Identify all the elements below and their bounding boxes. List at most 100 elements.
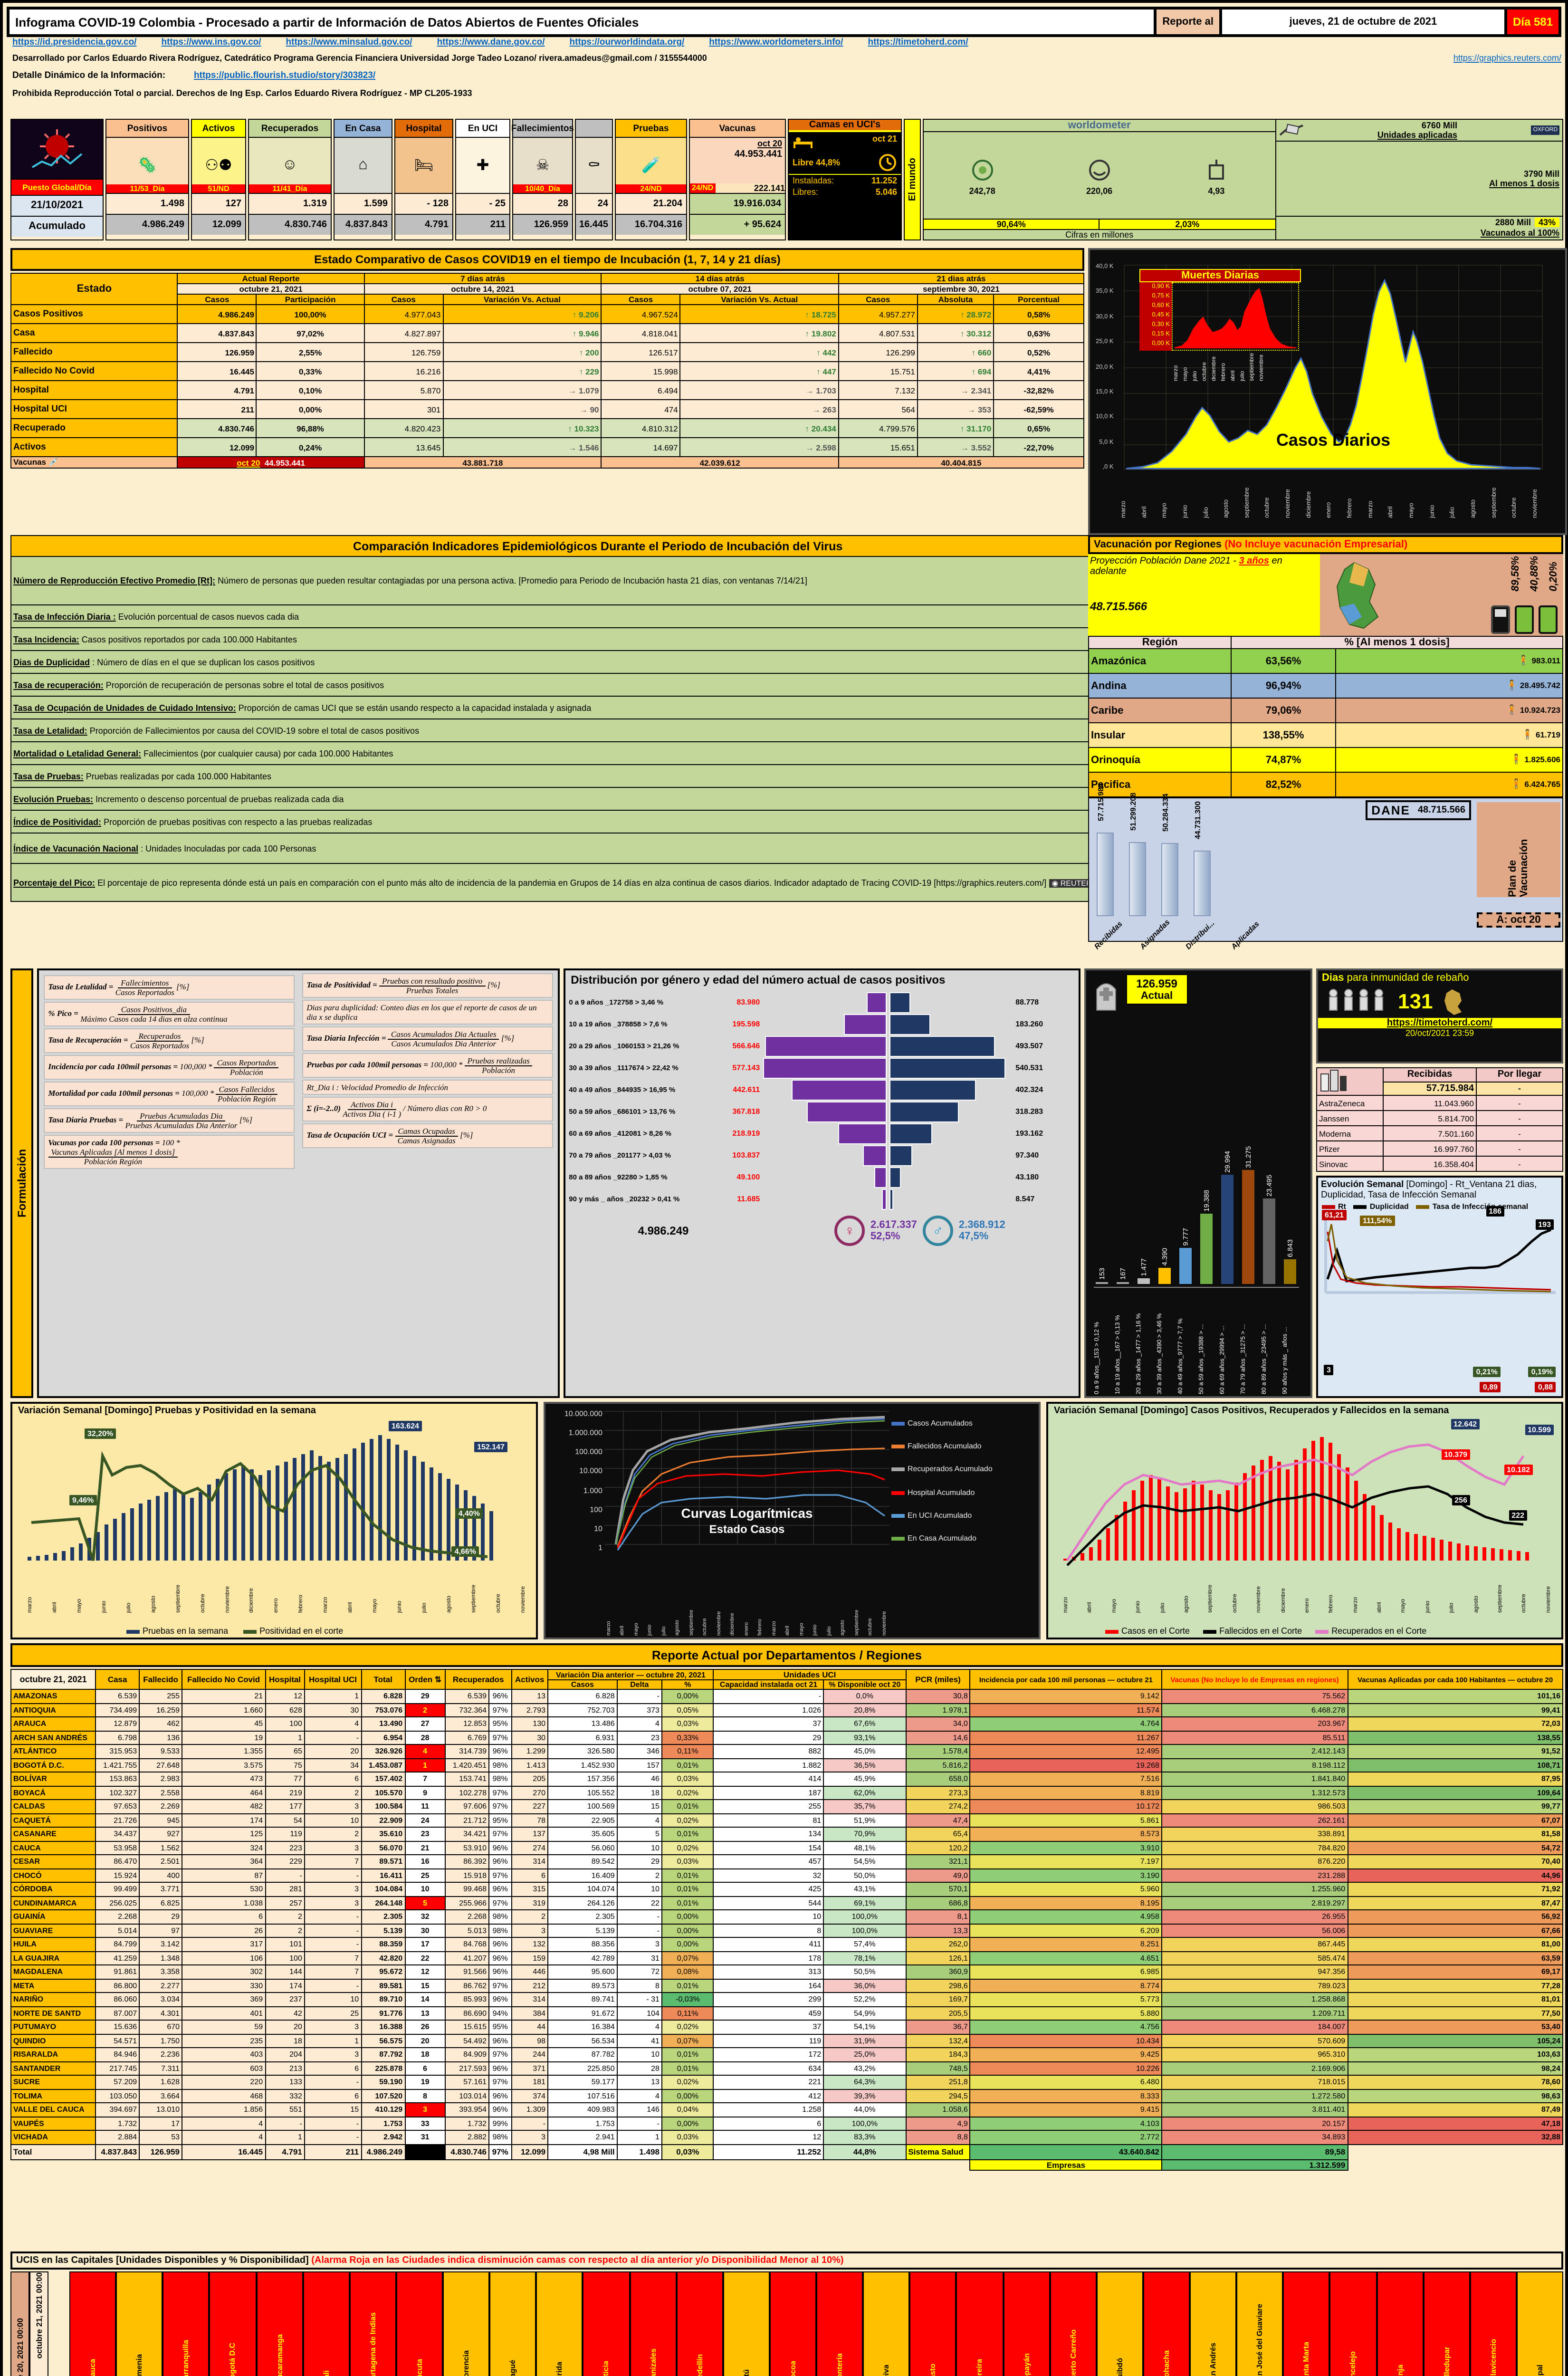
dept-cell: ATLÁNTICO: [10, 1744, 96, 1759]
departamentos-title: Reporte Actual por Departamentos / Regio…: [10, 1643, 1563, 1667]
pyramid-female-value: 195.598: [732, 1020, 760, 1028]
reuters-link[interactable]: https://graphics.reuters.com/: [1453, 53, 1561, 63]
dept-row-valle-del-cauca: VALLE DEL CAUCA 394.697 13.010 1.856 551 15 41…: [10, 2102, 1564, 2117]
evol-ann-rt-end: 3: [1324, 1365, 1334, 1375]
departamentos-table: octubre 21, 2021 Casa Fallecido Fallecido N…: [10, 1669, 1564, 2170]
flourish-link[interactable]: https://public.flourish.studio/story/303…: [194, 70, 376, 81]
comp-cell: 13.645: [363, 437, 444, 457]
dept-cell: 235: [182, 2033, 266, 2048]
casos-month: septiembre: [1491, 487, 1498, 518]
dept-cell: SANTANDER: [10, 2061, 96, 2076]
casos-month: enero: [1326, 502, 1333, 518]
dept-cell: 0,01%: [661, 2061, 714, 2076]
dept-cell: 965.310: [1161, 2047, 1348, 2062]
dept-cell: 204: [265, 2047, 305, 2062]
region-cell: 🧍 6.424.765: [1335, 772, 1563, 797]
dept-row-cesar: CESAR 86.470 2.501 364 229 7 89.571 16 86.392 96%…: [10, 1854, 1564, 1869]
ucis-city-sincelejo: Sincelejo13064%13662%: [1329, 2271, 1377, 2376]
dept-row-la-guajira: LA GUAJIRA 41.259 1.348 106 100 7 42.820 22 41.2…: [10, 1951, 1564, 1965]
pyramid-age-label: 10 a 19 años _378858 > 7,6 %: [569, 1020, 668, 1028]
dept-cell: 3: [304, 1882, 362, 1897]
dept-cell: LA GUAJIRA: [10, 1951, 96, 1965]
death-bar-rect: [1158, 1268, 1171, 1284]
dept-cell: CASANARE: [10, 1827, 96, 1841]
dept-cell: 84.946: [95, 2047, 140, 2062]
dept-cell: -: [304, 1909, 362, 1924]
dept-cell: 4.301: [139, 2006, 183, 2021]
dept-cell: 0,11%: [661, 2006, 714, 2021]
dept-cell: 19: [404, 2075, 446, 2089]
empresas-row: Empresas 1.312.599: [11, 2159, 1563, 2170]
world-full-pct: 43%: [1534, 218, 1559, 227]
ucis-city-valledupar: Valledupar23757%24559%: [1423, 2271, 1470, 2376]
pyramid-male-bar: [889, 1145, 912, 1166]
summary-col-pruebas: Pruebas 🧪 24/ND 21.204 16.704.316: [615, 119, 687, 240]
house-icon: ⌂: [358, 157, 368, 173]
ucis-city-medellín: Medellín11916%11816%: [676, 2271, 723, 2376]
dept-cell: 18: [404, 2047, 446, 2062]
region-cell: Orinoquía: [1088, 747, 1232, 773]
pyramid-row-5: 50 a 59 años _686101 > 13,76 % 367.818 318…: [569, 1101, 1074, 1122]
region-cell: Caribe: [1088, 698, 1232, 723]
ucis-city-name: Armenia: [135, 2354, 144, 2376]
death-bar-value: 4.390: [1160, 1248, 1169, 1266]
regiones-title-red: (No Incluye vacunación Empresarial): [1224, 539, 1408, 550]
dept-cell: 882: [713, 1744, 824, 1759]
source-link-4[interactable]: https://ourworldindata.org/: [569, 37, 685, 48]
dept-cell: 91.776: [361, 2006, 406, 2021]
orden-sort-header[interactable]: Orden ⇅: [404, 1669, 446, 1690]
dept-cell: -: [304, 1978, 362, 1993]
timetoherd-link[interactable]: https://timetoherd.com/: [1318, 1018, 1561, 1028]
ucis-city-bar: Cúcuta: [396, 2271, 443, 2376]
ucis-city-name: Santa Marta: [1302, 2341, 1311, 2376]
dept-cell: 154: [713, 1840, 824, 1855]
pyramid-male-barwrap: [889, 1145, 1013, 1166]
dept-cell: 0,00%: [661, 1689, 714, 1704]
dept-vac100: 54,72: [1347, 1840, 1564, 1855]
dept-cell: 18: [616, 1785, 662, 1800]
dept-cell: 36,5%: [823, 1758, 907, 1772]
dept-cell: NORTE DE SANTD: [10, 2006, 96, 2021]
source-link-0[interactable]: https://id.presidencia.gov.co/: [12, 37, 137, 48]
dept-cell: 2.269: [139, 1799, 183, 1814]
pyramid-male-bar: [889, 1079, 976, 1100]
ucis-city-name: Valledupar: [1442, 2346, 1451, 2376]
dept-total-cell: 4.986.249: [361, 2144, 406, 2160]
summary-col-fallecimientos: Fallecimientos ☠ 10/40_Día 28 126.959: [511, 119, 574, 240]
casos-tick: 35,0 K: [1096, 288, 1114, 295]
comp-cell: 4.810.312: [601, 418, 681, 438]
dept-cell: 2.941: [547, 2130, 618, 2145]
world-full: 2880 Mill: [1495, 218, 1531, 227]
dept-cell: 84.909: [445, 2047, 490, 2062]
legend-item: Casos Acumulados: [891, 1418, 1037, 1427]
source-link-3[interactable]: https://www.dane.gov.co/: [437, 37, 545, 48]
dept-cell: 986.503: [1161, 1799, 1348, 1814]
day-value: 21.204: [616, 194, 686, 215]
source-link-2[interactable]: https://www.minsalud.gov.co/: [286, 37, 412, 48]
dept-cell: 86.690: [445, 2006, 490, 2021]
formula-card-5: Tasa Diaria Pruebas = Pruebas Acumuladas…: [43, 1108, 295, 1133]
pyramid-row-4: 40 a 49 años _844935 > 16,95 % 442.611 402…: [569, 1079, 1074, 1101]
region-cell: Pacifica: [1088, 772, 1232, 797]
dept-cell: CHOCÓ: [10, 1868, 96, 1883]
source-link-6[interactable]: https://timetoherd.com/: [868, 37, 968, 48]
dept-cell: 16.259: [139, 1703, 183, 1717]
dept-head: Casa: [95, 1669, 140, 1690]
world-one-dose: 3790 Mill: [1523, 169, 1559, 179]
source-link-1[interactable]: https://www.ins.gov.co/: [161, 37, 261, 48]
ucis-city-name: Popayán: [1022, 2353, 1031, 2376]
comp-cell: 15.651: [838, 437, 918, 457]
dept-vac100: 98,24: [1347, 2061, 1564, 2076]
legend-item: Recuperados en el Corte: [1315, 1626, 1426, 1636]
acumulado-value: 16.445: [576, 215, 612, 235]
dept-cell: 50,0%: [823, 1868, 907, 1883]
comp-header: Casos: [177, 294, 257, 305]
camas-uci-box: Camas en UCI's oct 21 Libre 44,8% Instalada…: [788, 119, 902, 240]
vac-bar-cat: Aplicadas: [1229, 920, 1261, 951]
libres-label: Libres:: [793, 187, 819, 197]
source-link-5[interactable]: https://www.worldometers.info/: [709, 37, 843, 48]
dept-cell: 87: [182, 1868, 266, 1883]
dept-cell: 10: [404, 1882, 446, 1897]
muertes-month: octubre: [1202, 362, 1208, 381]
ucis-city-santa-marta: Santa Marta11044%11546%: [1283, 2271, 1330, 2376]
